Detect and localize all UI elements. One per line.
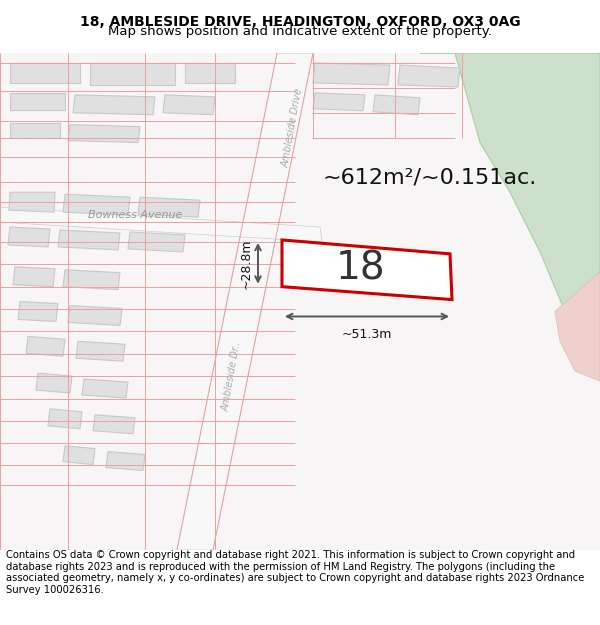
Polygon shape [8,227,50,247]
Polygon shape [26,336,65,356]
Text: 18: 18 [335,250,385,288]
Text: Bowness Avenue: Bowness Avenue [88,210,182,220]
Polygon shape [373,95,420,115]
Polygon shape [90,63,175,85]
Polygon shape [9,192,55,212]
Polygon shape [177,53,313,550]
Polygon shape [163,95,215,115]
Polygon shape [0,53,600,550]
Text: Map shows position and indicative extent of the property.: Map shows position and indicative extent… [108,25,492,38]
Polygon shape [398,65,460,87]
Polygon shape [63,270,120,289]
Polygon shape [82,379,128,398]
Polygon shape [10,93,65,110]
Polygon shape [63,446,95,464]
Text: Ambleside Drive: Ambleside Drive [281,88,305,168]
Polygon shape [128,232,185,252]
Polygon shape [368,261,410,282]
Polygon shape [555,272,600,381]
Polygon shape [76,341,125,361]
Polygon shape [68,306,122,326]
Polygon shape [93,415,135,434]
Text: Contains OS data © Crown copyright and database right 2021. This information is : Contains OS data © Crown copyright and d… [6,550,584,595]
Polygon shape [420,53,600,311]
Polygon shape [106,452,145,471]
Polygon shape [10,63,80,83]
Polygon shape [73,95,155,115]
Text: ~28.8m: ~28.8m [240,238,253,289]
Polygon shape [36,373,72,393]
Polygon shape [68,124,140,142]
Polygon shape [13,267,55,287]
Polygon shape [138,198,200,217]
Polygon shape [282,240,452,299]
Polygon shape [0,207,322,242]
Polygon shape [316,257,360,277]
Polygon shape [313,93,365,111]
Text: ~51.3m: ~51.3m [342,328,392,341]
Text: 18, AMBLESIDE DRIVE, HEADINGTON, OXFORD, OX3 0AG: 18, AMBLESIDE DRIVE, HEADINGTON, OXFORD,… [80,15,520,29]
Polygon shape [48,409,82,429]
Polygon shape [185,63,235,83]
Text: Ambleside Dr..: Ambleside Dr.. [221,340,243,412]
Polygon shape [18,301,58,321]
Polygon shape [63,194,130,215]
Polygon shape [58,230,120,250]
Text: ~612m²/~0.151ac.: ~612m²/~0.151ac. [323,168,537,187]
Polygon shape [10,122,60,138]
Polygon shape [313,63,390,85]
